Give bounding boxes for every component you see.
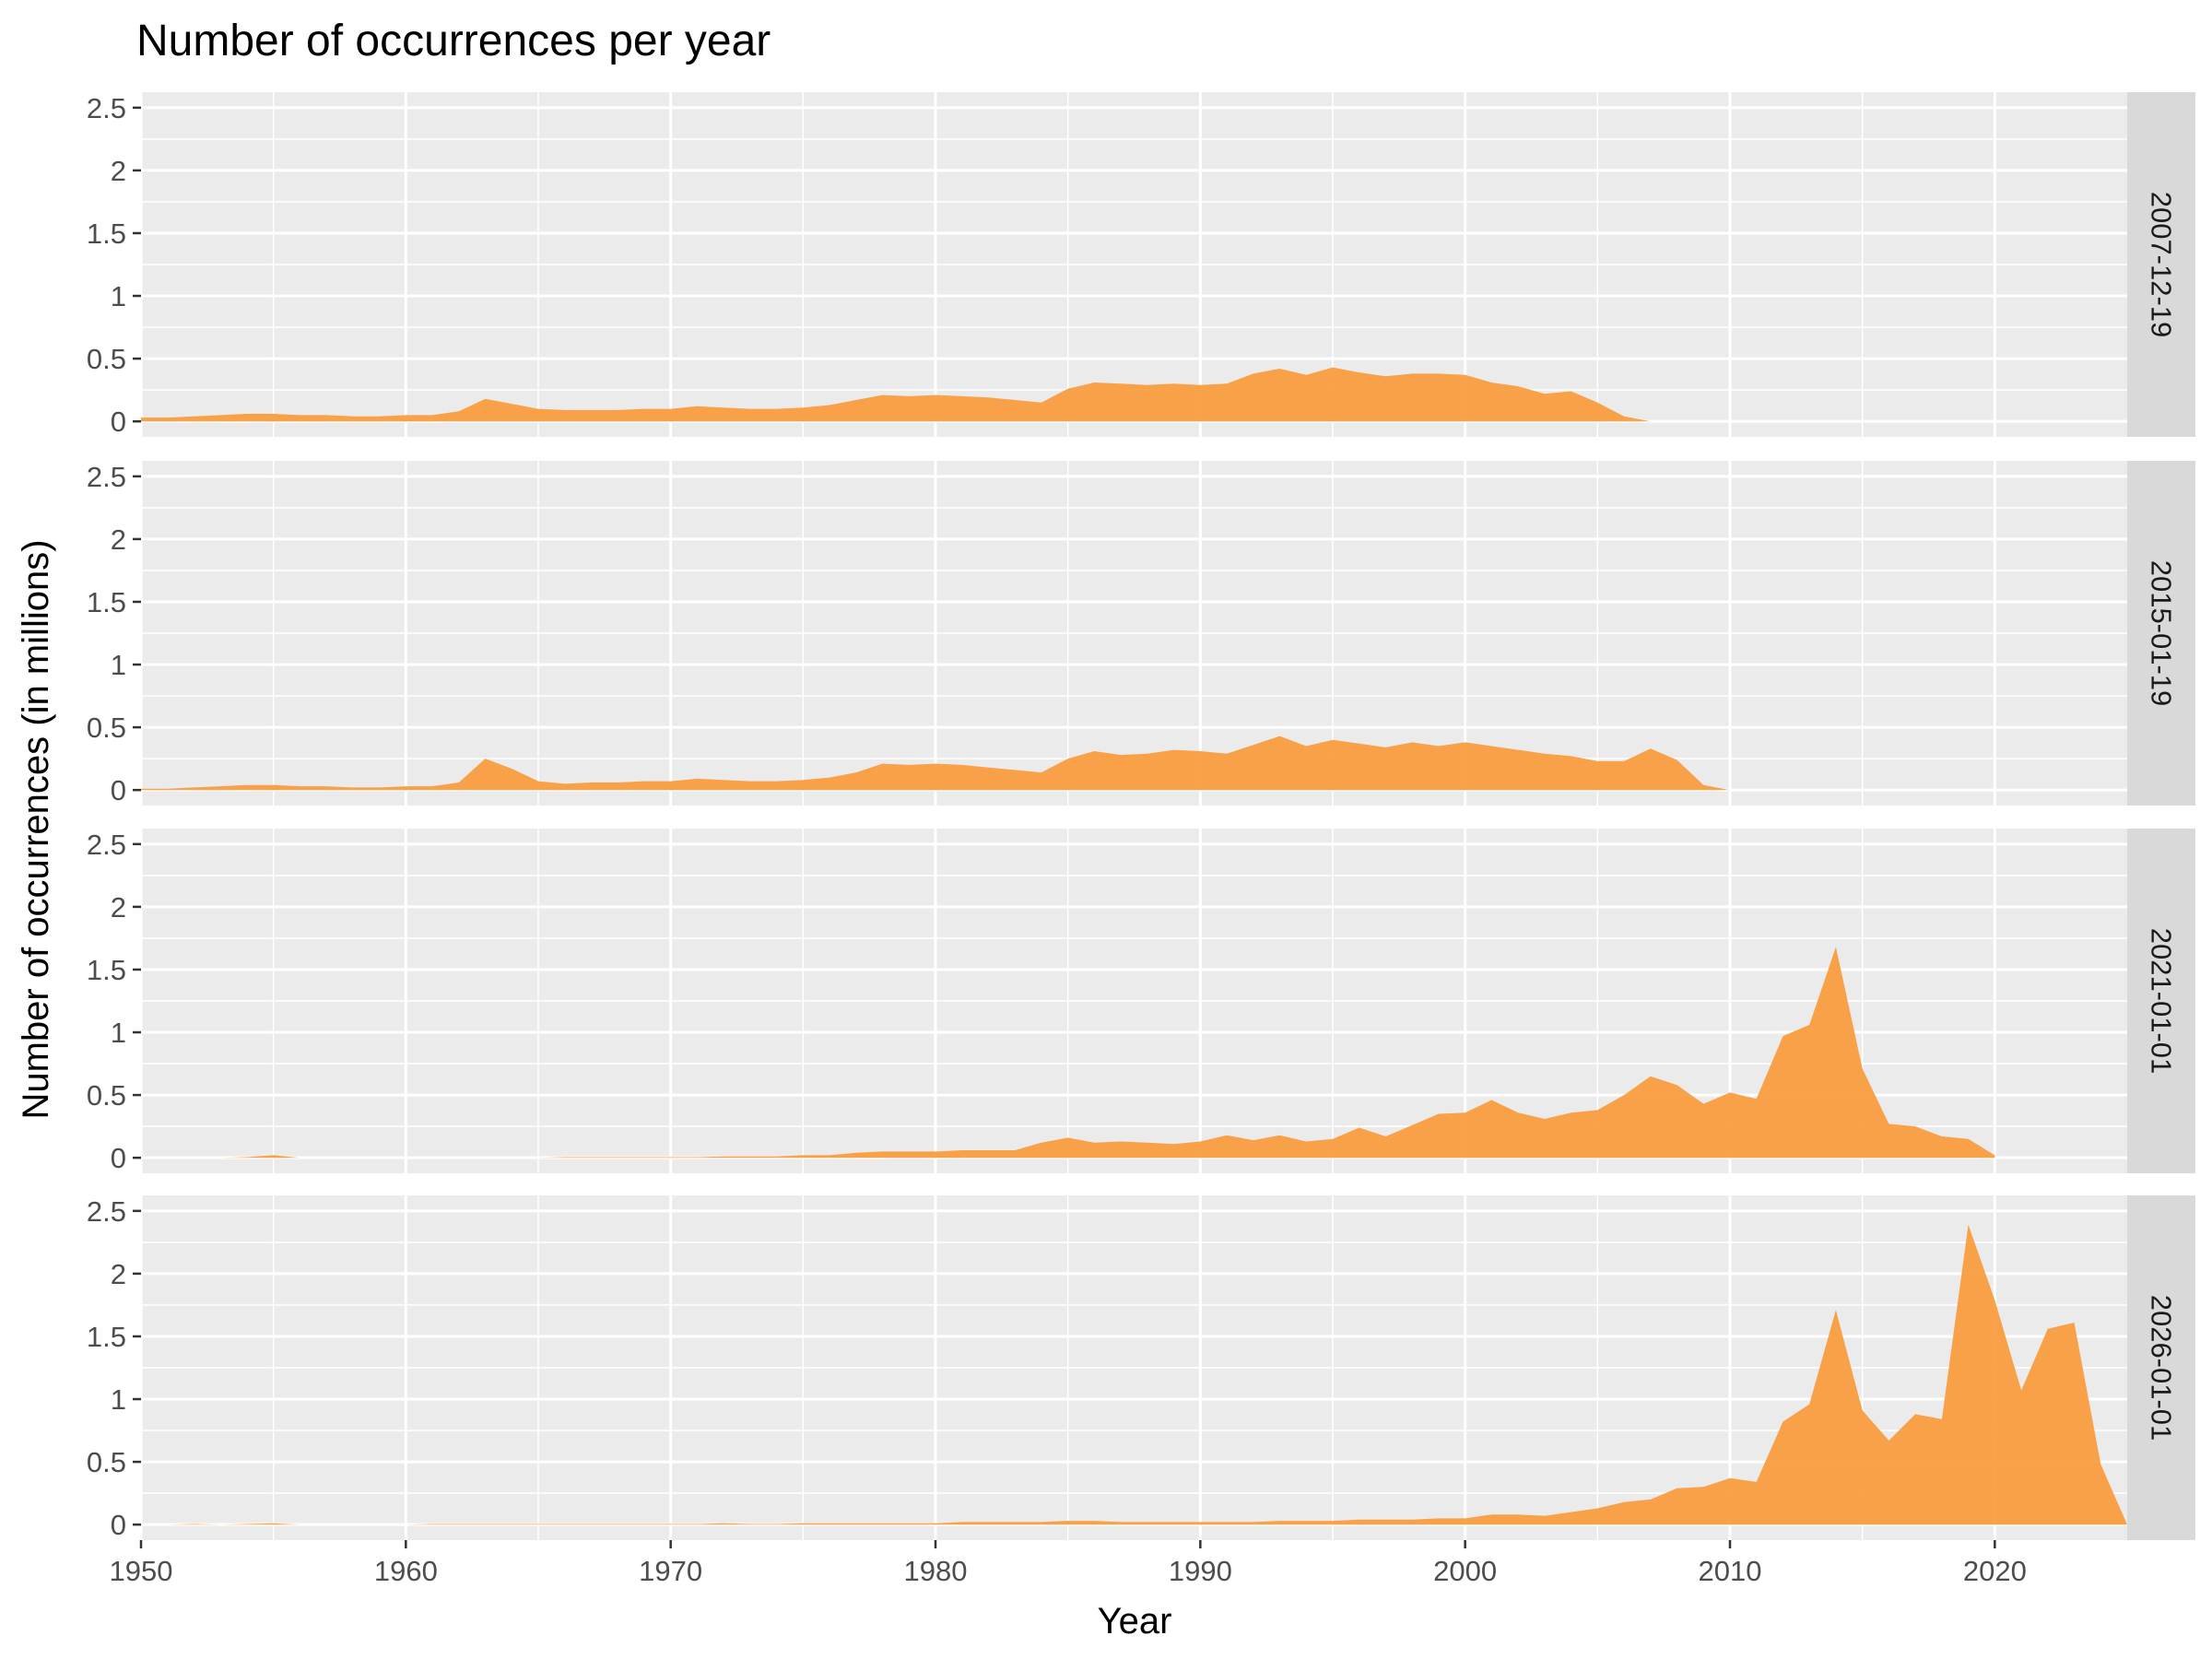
y-tick-label: 1 (111, 1383, 126, 1416)
facet-strip-label: 2021-01-01 (2146, 928, 2178, 1075)
area-series-2015-01-19 (141, 735, 1730, 791)
facet-panels: 0 0.5 1 1.5 2 2.5 2007-12-19 0 0.5 1 1.5 2 2.5 2015-0… (87, 92, 2195, 1541)
y-tick-label: 2.5 (87, 829, 126, 861)
y-tick-label: 0 (111, 1142, 126, 1174)
y-tick-label: 2 (111, 1258, 126, 1290)
x-axis: 1950 1960 1970 1980 1990 2000 2010 2020 (110, 1540, 2027, 1587)
y-tick-label: 0 (111, 774, 126, 806)
facet-panel-2007-12-19: 0 0.5 1 1.5 2 2.5 2007-12-19 (87, 92, 2195, 438)
y-tick-label: 1.5 (87, 954, 126, 986)
y-tick-label: 1 (111, 649, 126, 681)
facet-strip (2127, 461, 2195, 806)
x-axis-title: Year (1098, 1601, 1172, 1641)
x-tick-label: 2020 (1963, 1555, 2027, 1587)
y-tick-label: 2 (111, 524, 126, 556)
facet-panel-2015-01-19: 0 0.5 1 1.5 2 2.5 2015-01-19 (87, 461, 2195, 806)
facet-panel-2021-01-01: 0 0.5 1 1.5 2 2.5 2021-01-01 (87, 829, 2195, 1174)
y-tick-label: 2.5 (87, 461, 126, 493)
y-tick-label: 0.5 (87, 1446, 126, 1478)
y-tick-label: 0 (111, 406, 126, 438)
facet-strip-label: 2007-12-19 (2146, 192, 2178, 338)
chart-title: Number of occurrences per year (136, 17, 771, 65)
x-tick-label: 1960 (374, 1555, 438, 1587)
facet-strip-label: 2015-01-19 (2146, 560, 2178, 707)
facet-strip (2127, 1195, 2195, 1540)
x-tick-label: 1990 (1169, 1555, 1232, 1587)
y-tick-label: 2 (111, 155, 126, 187)
area-series-2021-01-01 (141, 947, 1995, 1159)
x-tick-label: 1950 (110, 1555, 173, 1587)
y-axis-title: Number of occurrences (in millions) (16, 539, 56, 1119)
y-tick-label: 1.5 (87, 1321, 126, 1353)
y-tick-label: 1 (111, 280, 126, 312)
y-tick-label: 0 (111, 1509, 126, 1541)
area-series-2007-12-19 (141, 367, 1651, 422)
y-tick-label: 1.5 (87, 586, 126, 618)
y-tick-label: 0.5 (87, 1079, 126, 1112)
facet-strip-label: 2026-01-01 (2146, 1295, 2178, 1441)
y-tick-label: 1.5 (87, 218, 126, 250)
x-tick-label: 1980 (904, 1555, 968, 1587)
facet-panel-2026-01-01: 0 0.5 1 1.5 2 2.5 2026-01-01 (87, 1195, 2195, 1541)
x-tick-label: 1970 (639, 1555, 702, 1587)
area-series-2026-01-01 (141, 1224, 2127, 1525)
y-tick-label: 2 (111, 891, 126, 924)
x-tick-label: 2010 (1699, 1555, 1762, 1587)
facet-strip (2127, 92, 2195, 437)
y-tick-label: 0.5 (87, 343, 126, 375)
y-tick-label: 1 (111, 1017, 126, 1049)
y-tick-label: 0.5 (87, 712, 126, 744)
y-tick-label: 2.5 (87, 1195, 126, 1228)
y-tick-label: 2.5 (87, 92, 126, 124)
x-tick-label: 2000 (1433, 1555, 1497, 1587)
facet-strip (2127, 829, 2195, 1173)
